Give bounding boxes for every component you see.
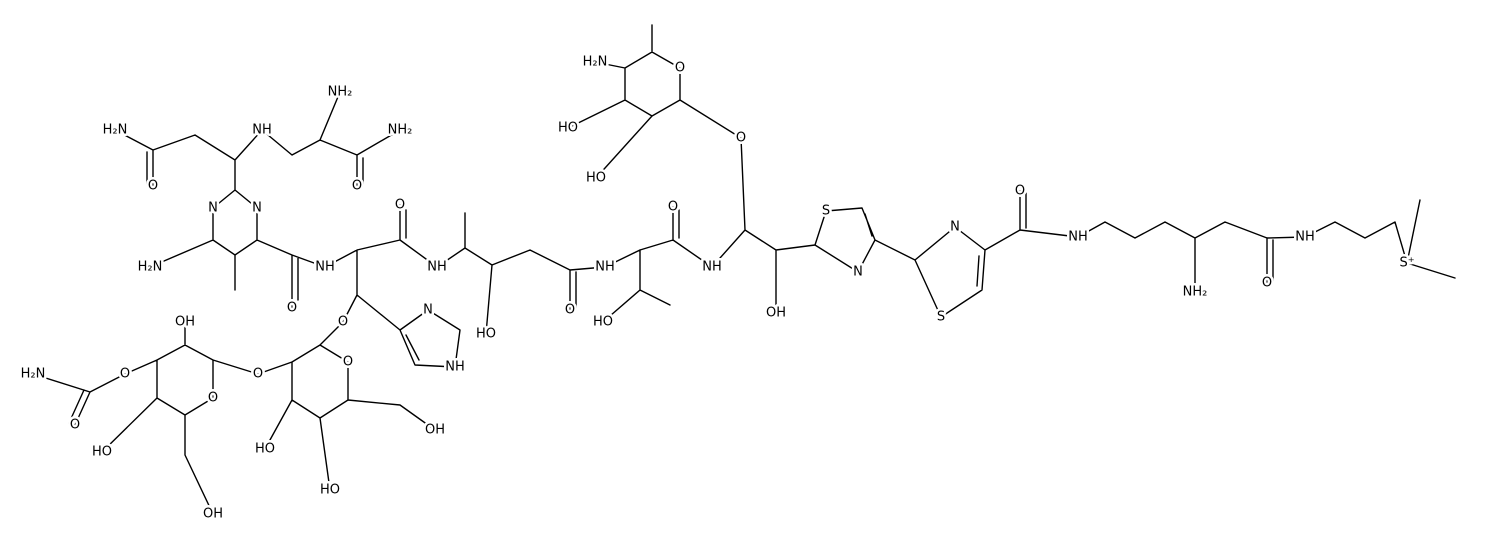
atom-label: NH	[252, 123, 272, 138]
atom-label: NH₂	[328, 85, 353, 100]
atom-label: O	[120, 367, 130, 382]
bonds	[32, 24, 1456, 515]
atom-label: N	[208, 201, 218, 216]
atom-label: O	[736, 131, 746, 146]
atom-label: O	[395, 198, 405, 213]
atom-label: S	[937, 310, 945, 325]
atom-label: HO	[558, 121, 578, 136]
atom-label: H₂N	[103, 123, 128, 138]
atom-label: OH	[425, 423, 445, 438]
atom-label: O	[287, 301, 297, 316]
atom-label: N	[853, 265, 863, 280]
atom-label: NH₂	[1183, 285, 1208, 300]
atom-label: O	[1015, 184, 1025, 199]
atom-label: O	[352, 179, 362, 194]
atom-label: HO	[586, 171, 606, 186]
atom-label: NH₂	[388, 123, 413, 138]
atom-label: NH	[595, 260, 615, 275]
atom-label: OH	[175, 315, 195, 330]
atom-label: O	[253, 367, 263, 382]
atom-label: HO	[320, 483, 340, 498]
atom-label: O	[70, 418, 80, 433]
atom-label: OH	[766, 306, 786, 321]
atom-label: S	[822, 204, 830, 219]
atom-label: NH	[427, 260, 447, 275]
atom-label: NH	[445, 360, 465, 375]
atom-label: N	[252, 201, 262, 216]
atom-label: O	[668, 200, 678, 215]
atom-label: O	[338, 315, 348, 330]
atom-label: N	[950, 220, 960, 235]
atom-label: O	[208, 391, 218, 406]
atom-label: O	[1262, 276, 1272, 291]
atom-label: S⁺	[1399, 256, 1414, 271]
atom-label: HO	[255, 442, 275, 457]
atom-label: HO	[476, 327, 496, 342]
atom-label: N	[423, 303, 433, 318]
atom-label: NH	[1295, 230, 1315, 245]
atom-label: NH	[702, 260, 722, 275]
atom-label: O	[148, 179, 158, 194]
atom-label: O	[343, 355, 353, 370]
atom-label: O	[675, 61, 685, 76]
atom-label: O	[565, 303, 575, 318]
atom-label: OH	[203, 507, 223, 522]
atom-label: H₂N	[21, 367, 46, 382]
atom-label: HO	[593, 315, 613, 330]
atom-label: H₂N	[583, 55, 608, 70]
atom-label: NH	[1068, 230, 1088, 245]
atom-label: H₂N	[138, 260, 163, 275]
atom-label: NH	[315, 260, 335, 275]
atom-label: HO	[92, 445, 112, 460]
